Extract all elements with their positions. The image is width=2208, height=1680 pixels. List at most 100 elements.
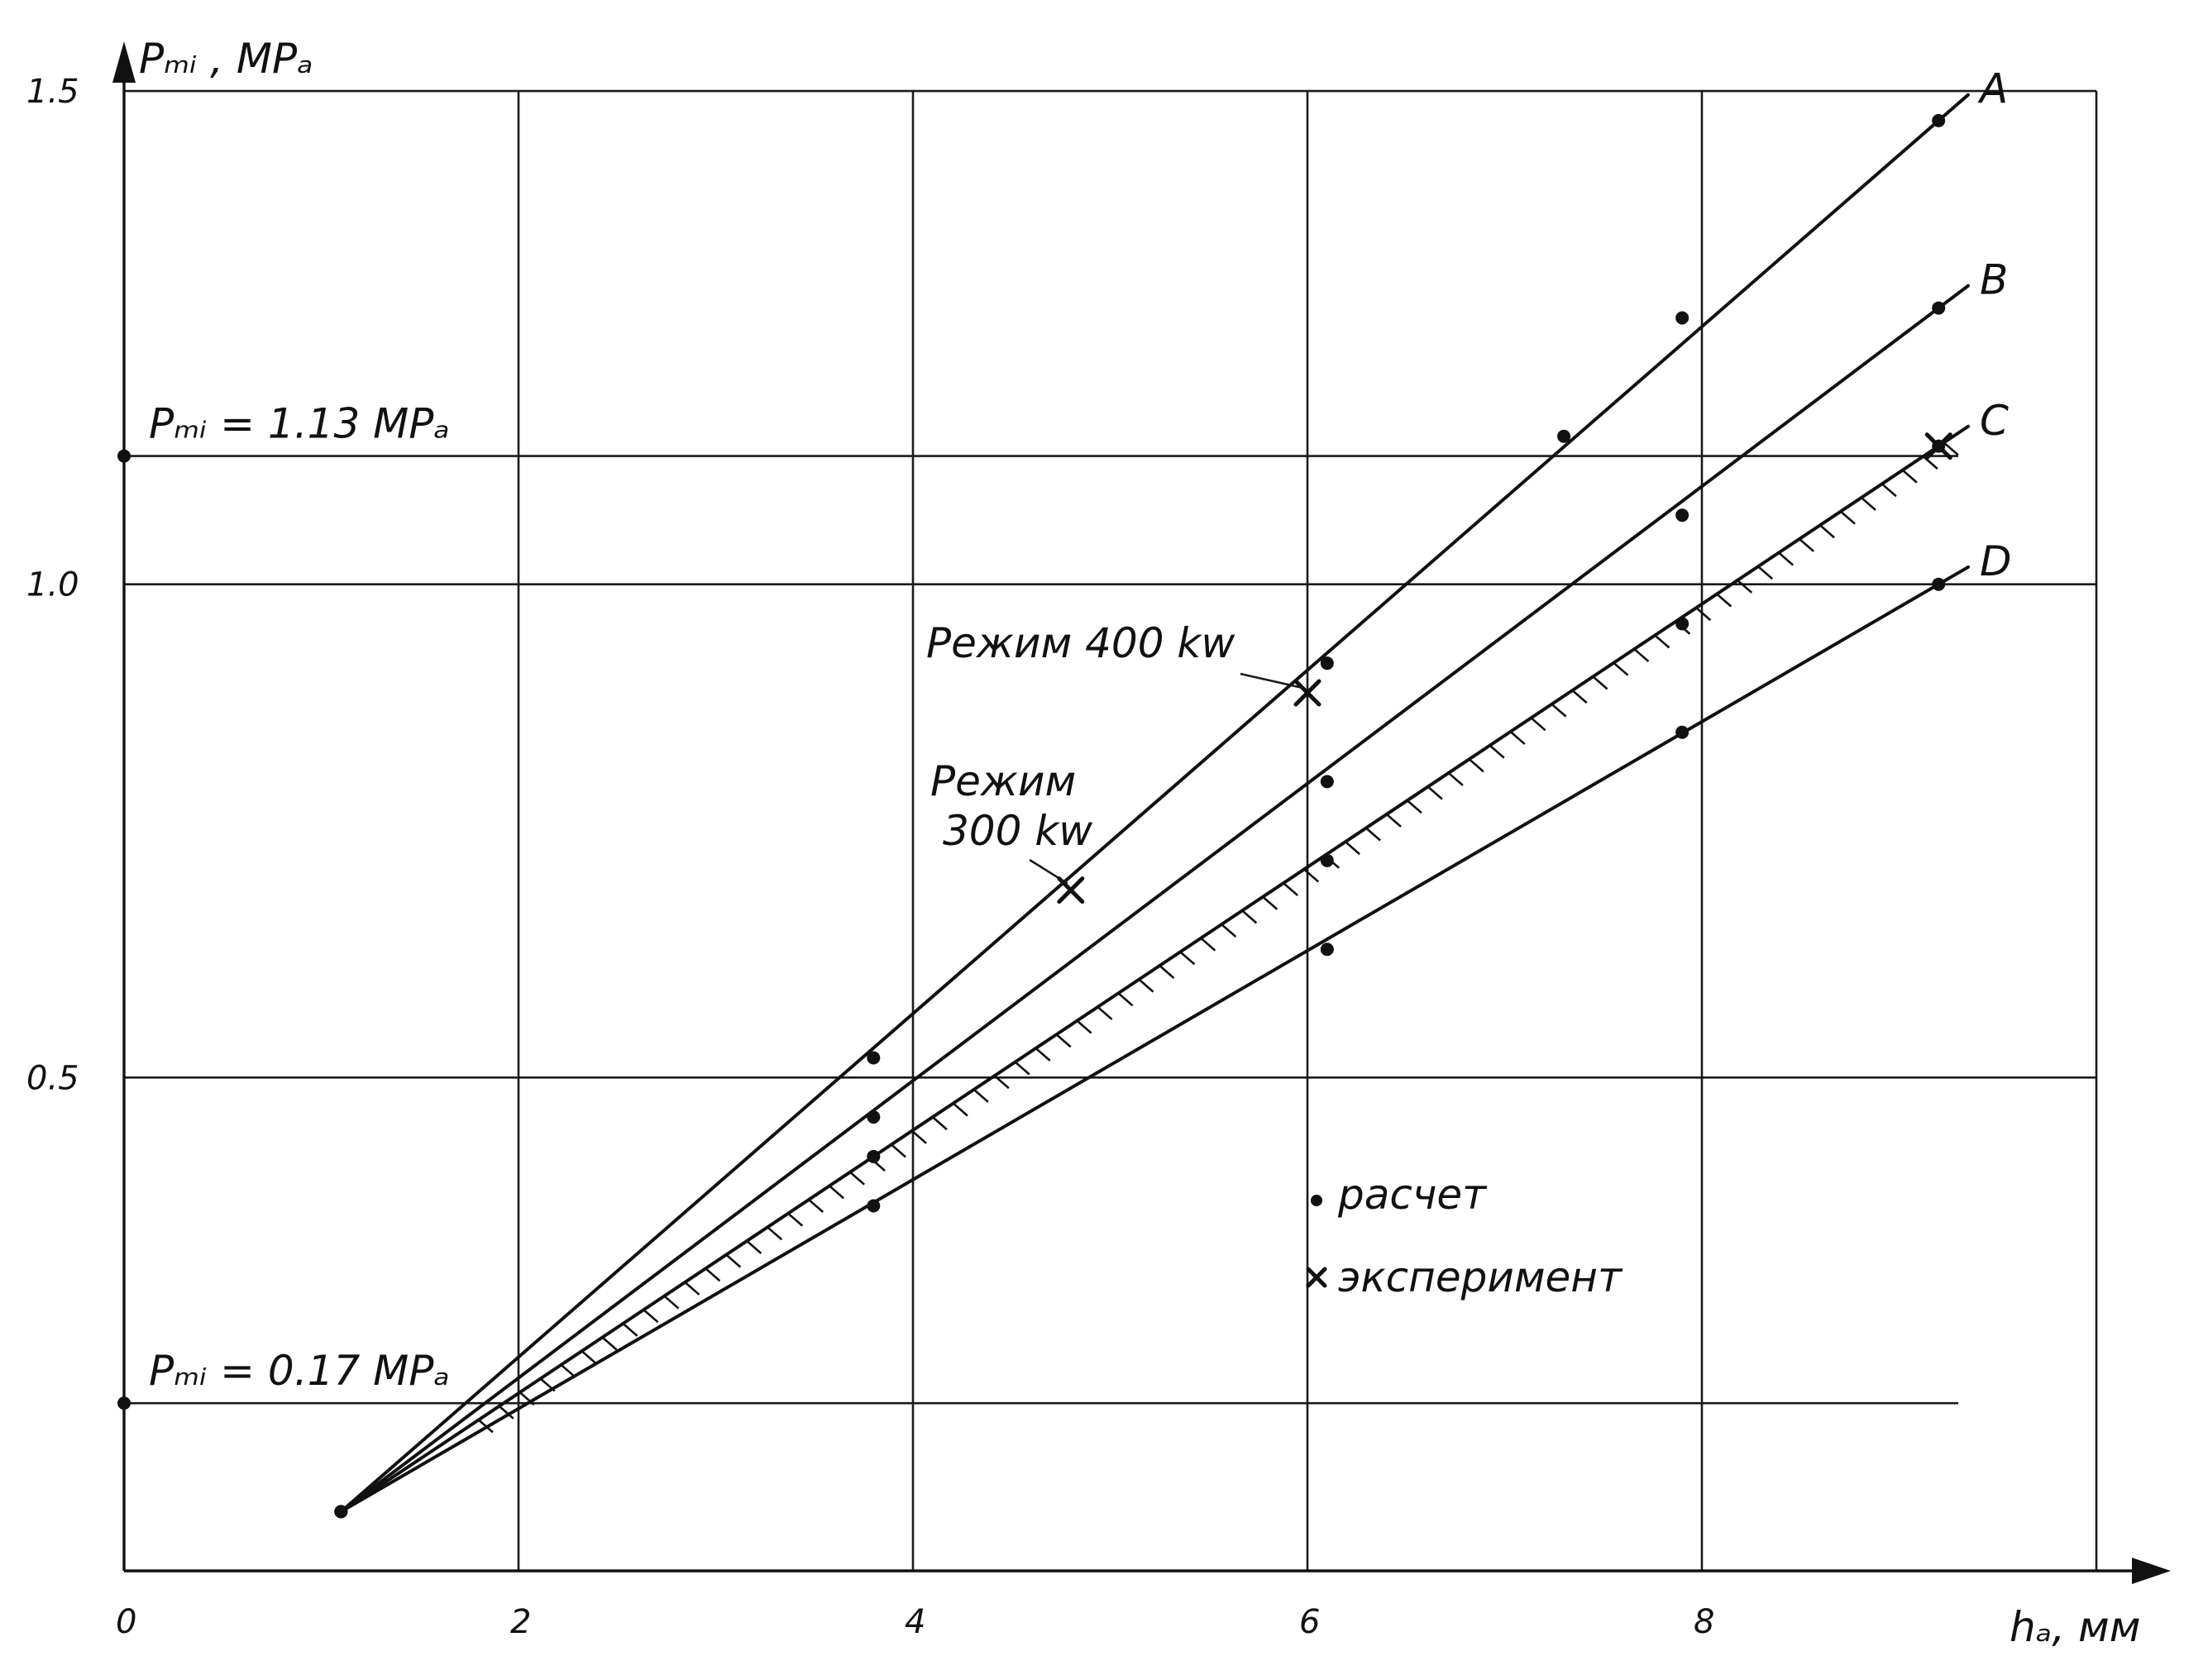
hatch-mark xyxy=(910,1129,927,1144)
series: A B C D xyxy=(339,65,2012,1514)
hatch-mark xyxy=(1633,648,1650,663)
data-point-A xyxy=(1932,113,1946,127)
experiment-point xyxy=(1924,432,1952,461)
y-tick-label: 1.5 xyxy=(26,73,79,111)
hatch-mark xyxy=(1839,510,1856,525)
hatch-mark xyxy=(1716,593,1732,608)
series-label-B: B xyxy=(1980,256,2008,304)
hatch-mark xyxy=(829,1185,845,1200)
hatch-mark xyxy=(1159,965,1175,979)
hatch-mark xyxy=(1014,1061,1030,1076)
hatch-mark xyxy=(1385,813,1402,828)
hatch-mark xyxy=(1447,771,1464,786)
hatch-mark xyxy=(1737,579,1753,594)
hatch-mark xyxy=(787,1212,804,1227)
hatch-mark xyxy=(1468,758,1484,773)
y-axis-label: Pₘᵢ , MPₐ xyxy=(139,35,313,83)
data-point-D xyxy=(1675,725,1689,739)
hatch-mark xyxy=(767,1226,783,1241)
hatch-mark xyxy=(1262,895,1278,910)
reference-lines: Pₘᵢ = 1.13 MPₐ Pₘᵢ = 0.17 MPₐ xyxy=(117,400,1959,1410)
annotation-400kw: Режим 400 kw xyxy=(926,619,1235,667)
data-point-D xyxy=(1320,943,1334,957)
hatch-mark xyxy=(663,1295,680,1310)
hatch-mark xyxy=(1509,730,1526,745)
data-point-D xyxy=(1932,577,1946,591)
annotation-leader-300kw xyxy=(1029,858,1068,885)
hatch-mark xyxy=(705,1267,721,1282)
hatch-mark xyxy=(1241,909,1258,924)
annotation-300kw-line1: Режим xyxy=(930,757,1076,805)
hatch-mark xyxy=(1571,690,1588,704)
legend-dot-icon xyxy=(1311,1195,1322,1206)
series-line-A xyxy=(339,93,1970,1514)
data-point-C xyxy=(867,1149,881,1163)
series-line-B xyxy=(339,284,1970,1514)
grid xyxy=(124,89,2098,1571)
hatch-mark xyxy=(1221,924,1237,938)
data-point-A xyxy=(867,1051,881,1065)
hatch-mark xyxy=(498,1405,514,1420)
hatch-mark xyxy=(1778,551,1795,566)
hatch-mark xyxy=(1076,1019,1092,1034)
hatch-mark xyxy=(808,1199,824,1213)
hatch-mark xyxy=(1303,868,1320,883)
series-label-A: A xyxy=(1977,65,2008,113)
hatch-mark xyxy=(993,1075,1010,1090)
hatch-mark xyxy=(581,1350,597,1365)
hatch-mark xyxy=(1943,441,1959,456)
hatch-mark xyxy=(1881,483,1897,498)
reference-label: Pₘᵢ = 1.13 MPₐ xyxy=(149,400,450,448)
hatch-mark xyxy=(1757,566,1774,580)
x-tick-label: 4 xyxy=(905,1603,925,1641)
data-point-C xyxy=(1320,853,1334,867)
legend-cross-icon xyxy=(1306,1267,1327,1288)
hatch-mark xyxy=(1427,785,1443,800)
series-line-D xyxy=(339,565,1970,1514)
data-point-B xyxy=(867,1110,881,1124)
x-tick-label: 0 xyxy=(116,1603,136,1641)
experiment-point xyxy=(1293,679,1321,707)
data-point-B xyxy=(1932,301,1946,315)
hatch-mark xyxy=(973,1088,989,1103)
reference-point xyxy=(117,1396,131,1410)
series-label-D: D xyxy=(1980,537,2012,585)
x-tick-label: 8 xyxy=(1694,1603,1714,1641)
experiment-point xyxy=(1057,876,1085,904)
x-axis-arrow xyxy=(2132,1558,2171,1584)
data-point-B xyxy=(1320,775,1334,789)
y-tick-label: 1.0 xyxy=(26,566,79,604)
legend-label-calc: расчет xyxy=(1337,1171,1488,1219)
data-point-D xyxy=(867,1199,881,1213)
hatch-mark xyxy=(1406,799,1422,814)
y-tick-label: 0.5 xyxy=(26,1059,79,1097)
hatch-mark xyxy=(1117,992,1134,1007)
reference-label: Pₘᵢ = 0.17 MPₐ xyxy=(149,1347,450,1395)
hatch-mark xyxy=(746,1239,762,1254)
hatch-mark xyxy=(601,1336,618,1351)
legend-label-experiment: эксперимент xyxy=(1338,1253,1623,1301)
x-tick-label: 6 xyxy=(1299,1603,1320,1641)
hatch-mark xyxy=(1819,524,1835,539)
hatch-mark xyxy=(890,1143,906,1158)
data-point-A xyxy=(1557,429,1571,443)
axes xyxy=(112,41,2171,1584)
hatch-mark xyxy=(1179,951,1196,966)
x-tick-label: 2 xyxy=(510,1603,531,1641)
hatch-mark xyxy=(849,1171,865,1186)
hatch-mark xyxy=(1860,496,1876,511)
experiment-points xyxy=(1057,432,1952,904)
data-point-C xyxy=(1675,617,1689,631)
annotation-leader-400kw xyxy=(1240,672,1303,690)
x-axis-label: hₐ, мм xyxy=(2010,1603,2141,1651)
hatch-mark xyxy=(1551,703,1567,718)
data-point-A xyxy=(1320,656,1334,671)
data-point-D xyxy=(334,1505,348,1519)
hatch-mark xyxy=(1489,744,1505,759)
y-axis-arrow xyxy=(112,41,136,83)
hatch-mark xyxy=(1097,1005,1113,1020)
series-line-C xyxy=(339,424,1970,1514)
hatch-mark xyxy=(1592,675,1608,690)
